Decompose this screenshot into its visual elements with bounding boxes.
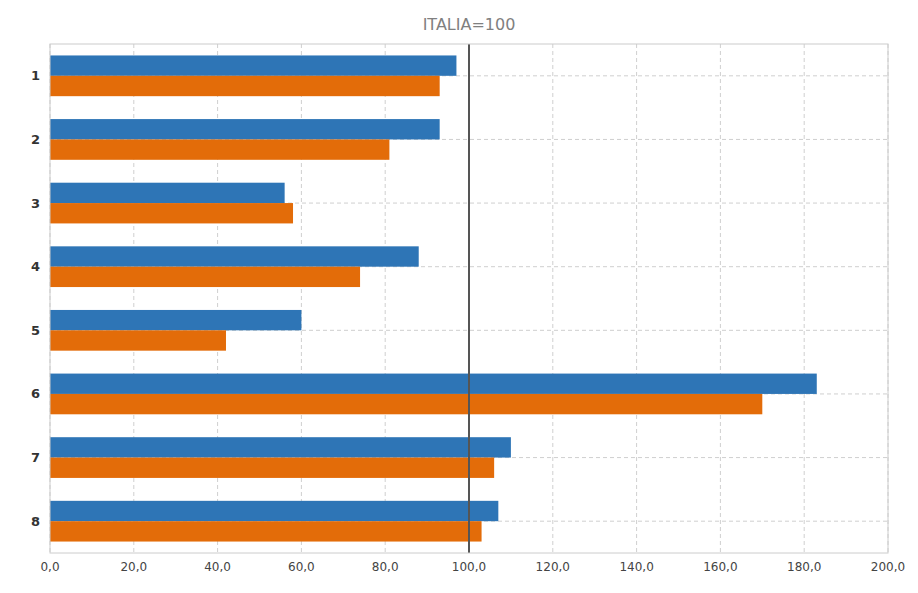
- x-tick-label: 0,0: [40, 560, 59, 574]
- x-tick-label: 120,0: [536, 560, 570, 574]
- y-tick-label: 6: [31, 386, 40, 401]
- bar[interactable]: [50, 246, 419, 266]
- bar[interactable]: [50, 501, 498, 521]
- y-tick-label: 4: [31, 259, 40, 274]
- bar[interactable]: [50, 119, 440, 139]
- bar[interactable]: [50, 374, 817, 394]
- x-tick-label: 80,0: [372, 560, 399, 574]
- y-tick-label: 8: [31, 514, 40, 529]
- y-tick-label: 5: [31, 323, 40, 338]
- bar[interactable]: [50, 267, 360, 287]
- x-tick-label: 20,0: [120, 560, 147, 574]
- x-tick-label: 60,0: [288, 560, 315, 574]
- reference-line: [468, 44, 470, 553]
- chart-title: ITALIA=100: [423, 15, 516, 34]
- bar[interactable]: [50, 203, 293, 223]
- x-tick-label: 160,0: [703, 560, 737, 574]
- x-grid-line: [552, 44, 553, 553]
- bar[interactable]: [50, 139, 389, 159]
- x-tick-label: 200,0: [871, 560, 905, 574]
- bar[interactable]: [50, 521, 482, 541]
- bar[interactable]: [50, 183, 285, 203]
- bar[interactable]: [50, 55, 456, 75]
- y-tick-label: 3: [31, 196, 40, 211]
- y-axis: 1 2 3 4 5 6 7 8: [31, 68, 40, 528]
- x-grid-line: [469, 44, 470, 553]
- x-tick-label: 140,0: [619, 560, 653, 574]
- plot-background: [50, 44, 888, 553]
- chart-container: 0,0 20,0 40,0 60,0 80,0 100,0 120,0 140,0 160,0 1…: [0, 0, 918, 593]
- x-tick-label: 40,0: [204, 560, 231, 574]
- y-tick-label: 7: [31, 450, 40, 465]
- x-grid-line: [720, 44, 721, 553]
- bars: [50, 55, 817, 541]
- bar[interactable]: [50, 76, 440, 96]
- x-grid-line: [804, 44, 805, 553]
- x-tick-label: 180,0: [787, 560, 821, 574]
- x-tick-label: 100,0: [452, 560, 486, 574]
- y-tick-label: 2: [31, 132, 40, 147]
- chart-svg: 0,0 20,0 40,0 60,0 80,0 100,0 120,0 140,0 160,0 1…: [0, 0, 918, 593]
- x-grid-line: [636, 44, 637, 553]
- bar[interactable]: [50, 394, 762, 414]
- bar[interactable]: [50, 458, 494, 478]
- bar[interactable]: [50, 310, 301, 330]
- bar[interactable]: [50, 330, 226, 350]
- grid: [50, 44, 888, 553]
- bar[interactable]: [50, 437, 511, 457]
- plot-frame: [50, 44, 888, 553]
- x-axis: 0,0 20,0 40,0 60,0 80,0 100,0 120,0 140,0 160,0 1…: [40, 560, 905, 574]
- y-tick-label: 1: [31, 68, 40, 83]
